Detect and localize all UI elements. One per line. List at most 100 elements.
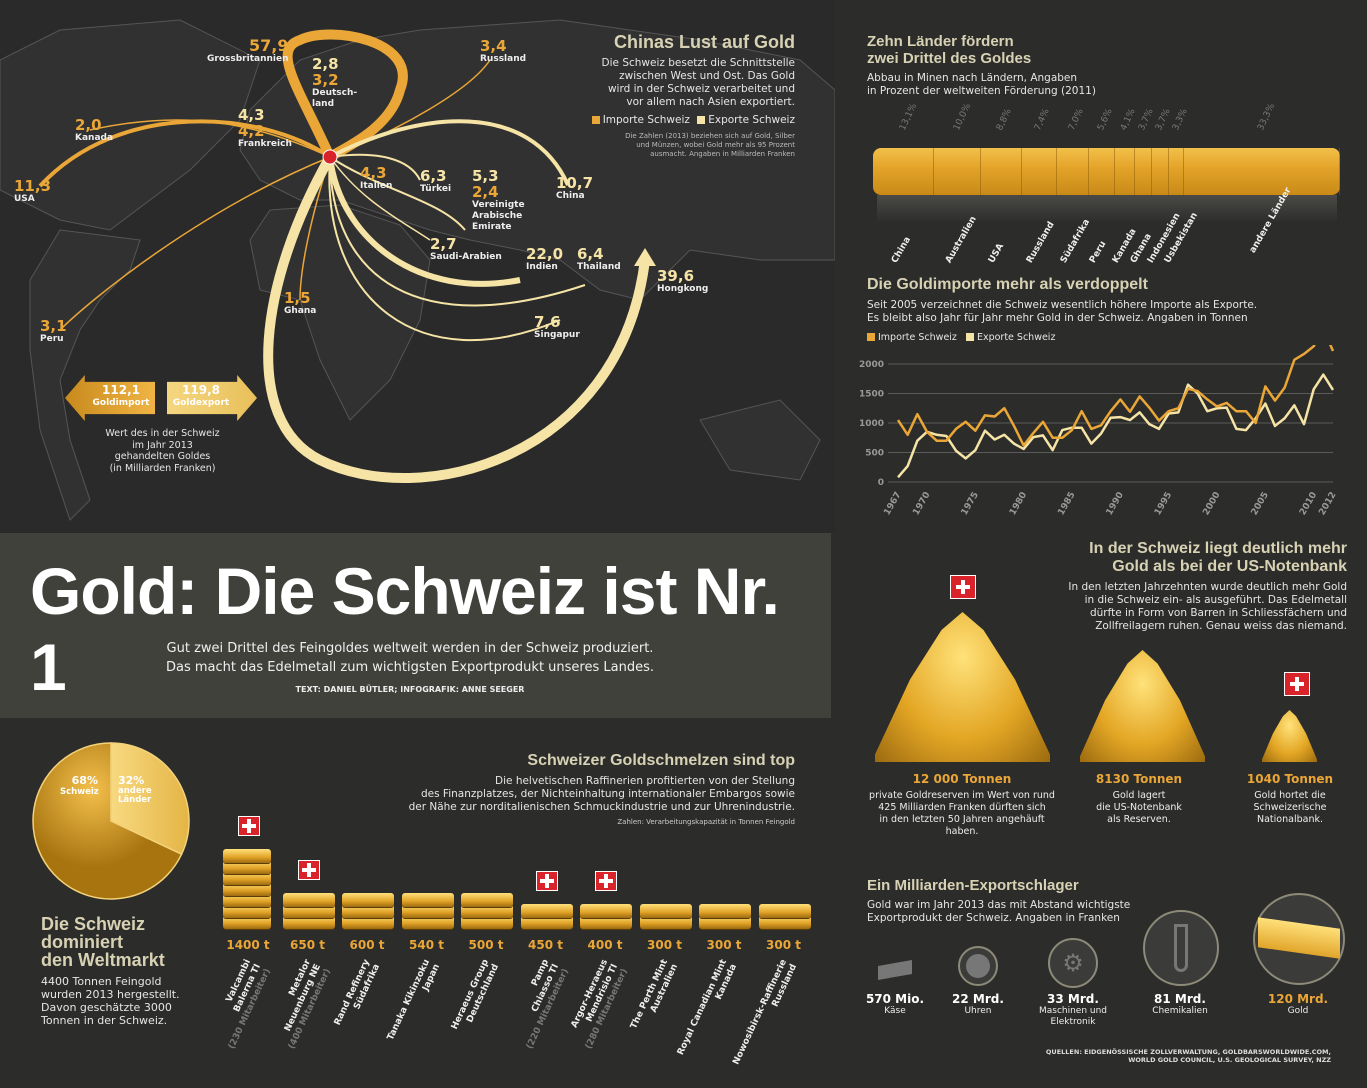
percent-label: 13,1%: [897, 102, 919, 133]
gold-bar-icon: [461, 893, 513, 907]
smelters-title: Schweizer Goldschmelzen sind top: [527, 752, 795, 769]
export-value: 2,7: [430, 235, 457, 253]
smelter-name: Heraeus Group Deutschland: [450, 958, 502, 1036]
gold-bar-icon: [461, 915, 513, 929]
x-tick-label: 2000: [1201, 491, 1222, 518]
desc-line: Gold lagert: [1112, 790, 1166, 801]
label-hk: 39,6 Hongkong: [657, 268, 708, 295]
title-line: Zehn Länder fördern: [867, 33, 1014, 50]
pile-desc: Gold lagert die US-Notenbank als Reserven.: [1079, 790, 1199, 826]
text-line: Tonnen in der Schweiz.: [41, 1014, 168, 1027]
export-label: Gold: [1287, 1006, 1309, 1016]
text-line: Gold war im Jahr 2013 das mit Abstand wi…: [867, 899, 1131, 911]
note-line: ausmacht. Angaben in Milliarden Franken: [650, 150, 795, 158]
country-label: China: [889, 235, 913, 265]
import-swatch-icon: [867, 333, 875, 341]
country-label: USA: [987, 242, 1007, 265]
export-value: 39,6: [657, 267, 695, 285]
slice-label: Länder: [118, 795, 152, 805]
capacity-value: 540 t: [409, 938, 444, 952]
text-line: 4400 Tonnen Feingold: [41, 975, 162, 988]
smelter-name: The Perth Mint Australien: [629, 958, 681, 1036]
gold-pile-usa: [1080, 650, 1205, 762]
y-tick-label: 1500: [859, 390, 884, 400]
country-name: Vereinigte: [472, 200, 525, 210]
smelter-name: Rand Refinery Südafrika: [333, 958, 383, 1032]
pile-value: 8130 Tonnen: [1095, 772, 1183, 786]
pie-slice-schweiz: [32, 742, 183, 900]
text-line: in Prozent der weltweiten Förderung (201…: [867, 85, 1096, 97]
label-gb: 57,9 Grossbritannien: [207, 38, 288, 65]
x-tick-label: 1980: [1008, 491, 1029, 518]
slice-value: 32%: [118, 774, 145, 787]
country-name: Kanada: [75, 133, 114, 143]
goldexport-label: Goldexport: [172, 398, 230, 408]
import-value: 4,3: [360, 164, 387, 182]
country-name: Thailand: [577, 262, 621, 272]
export-item-chemikalien: 81 Mrd. Chemikalien: [1140, 992, 1220, 1017]
gold-bar-icon: [461, 904, 513, 918]
goldexport-value: 119,8: [182, 383, 220, 397]
source-line: QUELLEN: EIDGENÖSSISCHE ZOLLVERWALTUNG, …: [1045, 1048, 1331, 1056]
import-value: 2,4: [472, 183, 499, 201]
credit: TEXT: DANIEL BÜTLER; INFOGRAFIK: ANNE SE…: [295, 685, 525, 694]
goldimport-label: Goldimport: [92, 398, 150, 408]
gold-bar-icon: [401, 915, 454, 929]
gold-bar-icon: [401, 893, 454, 907]
text-line: in die Schweiz ein- als ausgeführt. Das …: [1084, 594, 1347, 606]
market-pie-chart: [32, 742, 190, 900]
export-value: 7,6: [534, 313, 561, 331]
gold-bar-icon: [758, 915, 811, 929]
smelter-name: Argor-Heraeus Mendrisio TI (280 Mitarbeite…: [564, 958, 631, 1051]
text-line: wurden 2013 hergestellt.: [41, 988, 180, 1001]
label-cn: 10,7 China: [556, 175, 593, 202]
swiss-flag-icon: [535, 871, 558, 891]
country-name: Deutsch-: [312, 88, 358, 98]
gold-bar-icon: [223, 882, 271, 896]
gold-bar-icon: [342, 915, 394, 929]
desc-line: private Goldreserven im Wert von rund: [869, 790, 1055, 801]
swiss-flag-icon: [595, 871, 617, 891]
country-label: Russland: [1025, 220, 1057, 265]
imports-title: Die Goldimporte mehr als verdoppelt: [867, 276, 1148, 293]
export-value: 5,3: [472, 167, 499, 185]
export-item-gold: 120 Mrd. Gold: [1258, 992, 1338, 1017]
export-value: 4,3: [238, 106, 265, 124]
note-line: gehandelten Goldes: [114, 451, 211, 462]
percent-label: 7,4%: [1033, 107, 1052, 133]
desc-line: Nationalbank.: [1257, 814, 1323, 825]
pile-desc: private Goldreserven im Wert von rund 425…: [862, 790, 1062, 838]
gold-bar-icon: [223, 893, 271, 907]
label-pe: 3,1 Peru: [40, 318, 67, 345]
percent-label: 10,0%: [951, 102, 973, 133]
gold-bar-icon: [223, 849, 271, 863]
exports-line: [897, 373, 1335, 479]
pie-label-andere: 32% andere Länder: [118, 774, 152, 805]
export-value: 22,0: [526, 245, 564, 263]
x-tick-label: 2012: [1317, 491, 1338, 518]
desc-line: als Reserven.: [1107, 814, 1171, 825]
country-name: Grossbritannien: [207, 54, 289, 64]
gold-bar-icon: [223, 915, 271, 929]
pile-usa-label: 8130 Tonnen Gold lagert die US-Notenbank al…: [1079, 771, 1199, 826]
desc-line: 425 Milliarden Franken dürften sich: [878, 802, 1046, 813]
text-line: Abbau in Minen nach Ländern, Angaben: [867, 72, 1078, 84]
source-line: WORLD GOLD COUNCIL, U.S. GEOLOGICAL SURV…: [1128, 1056, 1331, 1064]
smelter-name: Tanaka Kikinzoku Japan: [385, 958, 442, 1047]
export-label: Maschinen und: [1038, 1006, 1108, 1016]
import-value: 57,9: [249, 36, 289, 55]
gold-bar-segment: [1152, 148, 1170, 195]
import-value: 2,0: [75, 116, 102, 134]
text-line: Es bleibt also Jahr für Jahr mehr Gold i…: [867, 312, 1248, 324]
country-name: Ghana: [284, 306, 317, 316]
export-item-uhren: 22 Mrd. Uhren: [943, 992, 1013, 1017]
imports-subtitle: Seit 2005 verzeichnet die Schweiz wesent…: [867, 299, 1257, 325]
map-text: Die Schweiz besetzt die Schnittstelle zwi…: [592, 57, 795, 109]
note-line: Die Zahlen (2013) beziehen sich auf Gold…: [625, 132, 795, 140]
label-in: 22,0 Indien: [526, 246, 563, 273]
country-name: Peru: [40, 334, 64, 344]
gold-bar-segment: [981, 148, 1022, 195]
gold-bar-segment: [1022, 148, 1057, 195]
gold-bar: [873, 148, 1340, 195]
label-ca: 2,0 Kanada: [75, 117, 113, 144]
